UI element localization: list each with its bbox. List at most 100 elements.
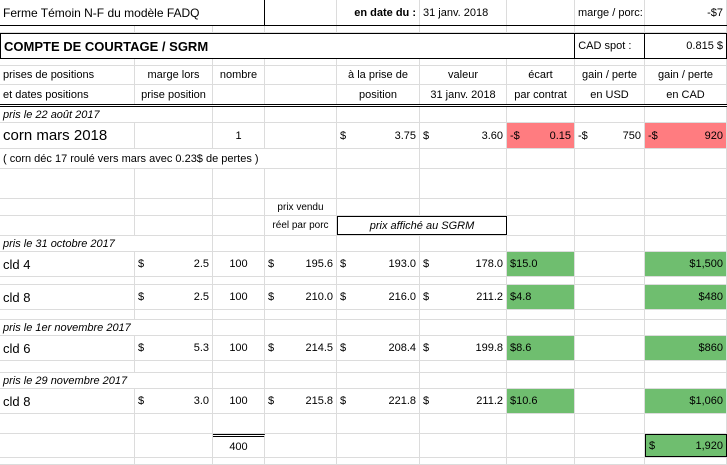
cell-position-label[interactable]: cld 4 bbox=[0, 252, 135, 276]
empty-cell bbox=[575, 414, 645, 433]
cell-position-prix-vendu[interactable]: $ 215.8 bbox=[265, 389, 337, 413]
colheader-usd-1[interactable]: gain / perte bbox=[575, 66, 645, 84]
cell-position-ecart[interactable]: $10.6 bbox=[507, 389, 575, 413]
empty-cell bbox=[507, 236, 575, 251]
empty-cell bbox=[135, 361, 213, 372]
cell-position-gain-cad[interactable]: $1,060 bbox=[645, 389, 727, 413]
empty-cell bbox=[507, 0, 575, 25]
colheader-prise-1[interactable]: à la prise de bbox=[337, 66, 420, 84]
colheader-prix-vendu-2[interactable]: réel par porc bbox=[265, 216, 337, 235]
cell-position-prix-vendu[interactable]: $ 210.0 bbox=[265, 285, 337, 309]
colheader-valeur-1[interactable]: valeur bbox=[420, 66, 507, 84]
cell-farm-name[interactable]: Ferme Témoin N-F du modèle FADQ bbox=[0, 0, 265, 25]
empty-cell bbox=[575, 169, 645, 198]
cell-position-gain-cad[interactable]: $1,500 bbox=[645, 252, 727, 276]
colheader-usd-2[interactable]: en USD bbox=[575, 85, 645, 104]
empty-cell bbox=[575, 434, 645, 457]
cell-position-current-value[interactable]: $ 211.2 bbox=[420, 285, 507, 309]
colheader-positions-2[interactable]: et dates positions bbox=[0, 85, 135, 104]
cell-position-prix-vendu[interactable]: $ 195.6 bbox=[265, 252, 337, 276]
cell-total-gain-cad[interactable]: $ 1,920 bbox=[645, 434, 727, 457]
cell-position-ecart[interactable]: $4.8 bbox=[507, 285, 575, 309]
cell-account-title[interactable]: COMPTE DE COURTAGE / SGRM bbox=[1, 34, 576, 58]
cell-total-count[interactable]: 400 bbox=[213, 434, 265, 457]
cell-position-entry-price[interactable]: $ 208.4 bbox=[337, 336, 420, 360]
cell-position-marge[interactable]: $ 5.3 bbox=[135, 336, 213, 360]
cell-corn-gain-usd[interactable]: -$ 750 bbox=[575, 123, 645, 148]
cell-position-label[interactable]: cld 6 bbox=[0, 336, 135, 360]
empty-cell bbox=[507, 199, 575, 215]
colheader-ecart-1[interactable]: écart bbox=[507, 66, 575, 84]
colheader-nombre[interactable]: nombre bbox=[213, 66, 265, 84]
cell-corn-count[interactable]: 1 bbox=[213, 123, 265, 148]
empty-cell bbox=[420, 277, 507, 284]
empty-cell bbox=[507, 373, 575, 388]
cell-position-gain-cad[interactable]: $860 bbox=[645, 336, 727, 360]
cell-cad-spot-label[interactable]: CAD spot : bbox=[575, 34, 646, 58]
colheader-ecart-2[interactable]: par contrat bbox=[507, 85, 575, 104]
cell-position-label[interactable]: cld 8 bbox=[0, 389, 135, 413]
cell-date-note-1er-novembre[interactable]: pris le 1er novembre 2017 bbox=[0, 320, 213, 335]
cell-position-gain-cad[interactable]: $480 bbox=[645, 285, 727, 309]
colheader-positions-1[interactable]: prises de positions bbox=[0, 66, 135, 84]
empty-cell bbox=[575, 336, 645, 360]
empty-cell bbox=[575, 320, 645, 335]
cell-marge-porc-label[interactable]: marge / porc: bbox=[575, 0, 645, 25]
cell-cad-spot-value[interactable]: 0.815 $ bbox=[645, 34, 727, 58]
currency-symbol: $ bbox=[268, 291, 275, 303]
cell-position-ecart[interactable]: $15.0 bbox=[507, 252, 575, 276]
cell-date-value[interactable]: 31 janv. 2018 bbox=[420, 0, 507, 25]
empty-cell bbox=[420, 320, 507, 335]
cell-date-label[interactable]: en date du : bbox=[337, 0, 420, 25]
amount: 3.60 bbox=[481, 129, 503, 142]
colheader-prise-2[interactable]: position bbox=[337, 85, 420, 104]
cell-corn-label[interactable]: corn mars 2018 bbox=[0, 123, 135, 148]
cell-position-marge[interactable]: $ 2.5 bbox=[135, 285, 213, 309]
cell-date-note-octobre[interactable]: pris le 31 octobre 2017 bbox=[0, 236, 213, 251]
cell-date-note-aout[interactable]: pris le 22 août 2017 bbox=[0, 107, 213, 122]
cell-position-label[interactable]: cld 8 bbox=[0, 285, 135, 309]
cell-position-current-value[interactable]: $ 211.2 bbox=[420, 389, 507, 413]
cell-position-entry-price[interactable]: $ 221.8 bbox=[337, 389, 420, 413]
empty-cell bbox=[0, 169, 135, 198]
cell-position-prix-vendu[interactable]: $ 214.5 bbox=[265, 336, 337, 360]
currency-symbol: $ bbox=[138, 395, 145, 407]
cell-position-count[interactable]: 100 bbox=[213, 252, 265, 276]
cell-position-entry-price[interactable]: $ 216.0 bbox=[337, 285, 420, 309]
cell-position-marge[interactable]: $ 2.5 bbox=[135, 252, 213, 276]
cell-corn-gain-cad[interactable]: -$ 920 bbox=[645, 123, 727, 148]
empty-cell bbox=[135, 458, 213, 464]
colheader-cad-1[interactable]: gain / perte bbox=[645, 66, 727, 84]
colheader-prix-vendu-1[interactable]: prix vendu bbox=[265, 199, 337, 215]
cell-position-current-value[interactable]: $ 199.8 bbox=[420, 336, 507, 360]
cell-sgrm-price-box[interactable]: prix affiché au SGRM bbox=[337, 216, 507, 235]
cell-position-marge[interactable]: $ 3.0 bbox=[135, 389, 213, 413]
cell-marge-porc-value[interactable]: -$7 bbox=[645, 0, 727, 25]
cell-position-count[interactable]: 100 bbox=[213, 389, 265, 413]
cell-position-count[interactable]: 100 bbox=[213, 336, 265, 360]
empty-cell bbox=[337, 169, 420, 198]
row-date-note: pris le 29 novembre 2017 bbox=[0, 373, 727, 389]
cell-position-entry-price[interactable]: $ 193.0 bbox=[337, 252, 420, 276]
colheader-cad-2[interactable]: en CAD bbox=[645, 85, 727, 104]
colheader-marge-1[interactable]: marge lors bbox=[135, 66, 213, 84]
colheader-valeur-2[interactable]: 31 janv. 2018 bbox=[420, 85, 507, 104]
row-spacer bbox=[0, 361, 727, 373]
empty-cell bbox=[645, 169, 727, 198]
empty-cell bbox=[575, 236, 645, 251]
cell-date-note-29-novembre[interactable]: pris le 29 novembre 2017 bbox=[0, 373, 213, 388]
empty-cell bbox=[0, 59, 135, 65]
colheader-marge-2[interactable]: prise position bbox=[135, 85, 213, 104]
empty-cell bbox=[213, 361, 265, 372]
cell-corn-ecart[interactable]: -$ 0.15 bbox=[507, 123, 575, 148]
amount: 210.0 bbox=[305, 291, 333, 303]
empty-cell bbox=[213, 414, 265, 433]
cell-corn-current-value[interactable]: $ 3.60 bbox=[420, 123, 507, 148]
cell-corn-note[interactable]: ( corn déc 17 roulé vers mars avec 0.23$… bbox=[0, 149, 337, 168]
amount: 214.5 bbox=[305, 342, 333, 354]
cell-position-current-value[interactable]: $ 178.0 bbox=[420, 252, 507, 276]
cell-position-ecart[interactable]: $8.6 bbox=[507, 336, 575, 360]
cell-position-count[interactable]: 100 bbox=[213, 285, 265, 309]
cell-corn-entry-price[interactable]: $ 3.75 bbox=[337, 123, 420, 148]
empty-cell bbox=[420, 149, 507, 168]
